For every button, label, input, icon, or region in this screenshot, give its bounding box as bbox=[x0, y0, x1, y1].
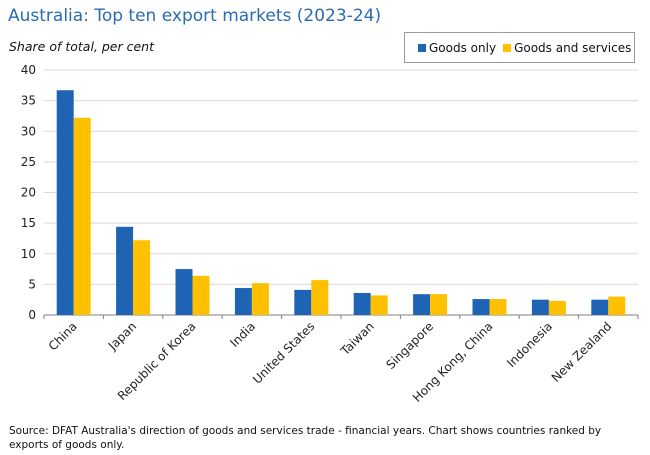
x-tick-label: China bbox=[46, 319, 80, 353]
x-tick-label: Taiwan bbox=[337, 319, 376, 358]
x-tick-label: New Zealand bbox=[549, 319, 615, 385]
legend-swatch-goods-only bbox=[418, 43, 426, 52]
legend-swatch-goods-and-services bbox=[503, 43, 512, 52]
y-tick-label: 20 bbox=[21, 186, 36, 200]
bar-goods-and-services-china bbox=[73, 117, 91, 316]
chart-title: Australia: Top ten export markets (2023-… bbox=[8, 6, 382, 26]
y-tick-label: 30 bbox=[21, 124, 36, 138]
bar-goods-and-services-republic-of-korea bbox=[192, 275, 210, 315]
bar-goods-only-hong-kong-china bbox=[472, 299, 490, 315]
legend-item-goods-and-services: Goods and services bbox=[503, 41, 631, 55]
y-tick-label: 5 bbox=[28, 277, 36, 291]
y-tick-label: 40 bbox=[21, 63, 36, 77]
y-axis-label: Share of total, per cent bbox=[9, 39, 154, 54]
x-tick-label: Indonesia bbox=[504, 319, 555, 370]
bar-goods-and-services-indonesia bbox=[548, 300, 566, 315]
x-tick-label: India bbox=[227, 319, 258, 350]
legend: Goods only Goods and services bbox=[404, 32, 635, 63]
bar-goods-only-singapore bbox=[413, 294, 431, 315]
bar-goods-only-japan bbox=[116, 226, 134, 315]
bar-goods-and-services-new-zealand bbox=[608, 296, 626, 315]
x-tick-label: Japan bbox=[105, 319, 139, 353]
y-tick-label: 25 bbox=[21, 155, 36, 169]
bar-goods-and-services-united-states bbox=[311, 280, 329, 315]
legend-item-goods-only: Goods only bbox=[418, 41, 496, 55]
bar-goods-only-taiwan bbox=[353, 292, 371, 315]
bar-goods-only-india bbox=[234, 288, 252, 315]
legend-label-goods-only: Goods only bbox=[429, 40, 497, 55]
bar-goods-only-new-zealand bbox=[591, 299, 609, 315]
bar-goods-only-indonesia bbox=[531, 299, 549, 315]
y-tick-label: 15 bbox=[21, 216, 36, 230]
bar-goods-only-republic-of-korea bbox=[175, 269, 193, 315]
x-tick-label: United States bbox=[250, 319, 317, 386]
bar-goods-and-services-singapore bbox=[430, 294, 448, 315]
y-tick-label: 10 bbox=[21, 247, 36, 261]
bar-goods-and-services-india bbox=[251, 283, 269, 315]
bar-goods-and-services-hong-kong-china bbox=[489, 299, 507, 315]
x-tick-label: Singapore bbox=[384, 319, 437, 372]
bar-goods-only-united-states bbox=[294, 289, 312, 315]
bar-goods-and-services-japan bbox=[133, 240, 151, 315]
bar-goods-and-services-taiwan bbox=[370, 295, 388, 315]
y-tick-label: 35 bbox=[21, 94, 36, 108]
legend-label-goods-and-services: Goods and services bbox=[514, 40, 632, 55]
bar-goods-only-china bbox=[56, 90, 74, 316]
y-tick-label: 0 bbox=[28, 308, 36, 322]
source-note: Source: DFAT Australia's direction of go… bbox=[9, 425, 602, 451]
